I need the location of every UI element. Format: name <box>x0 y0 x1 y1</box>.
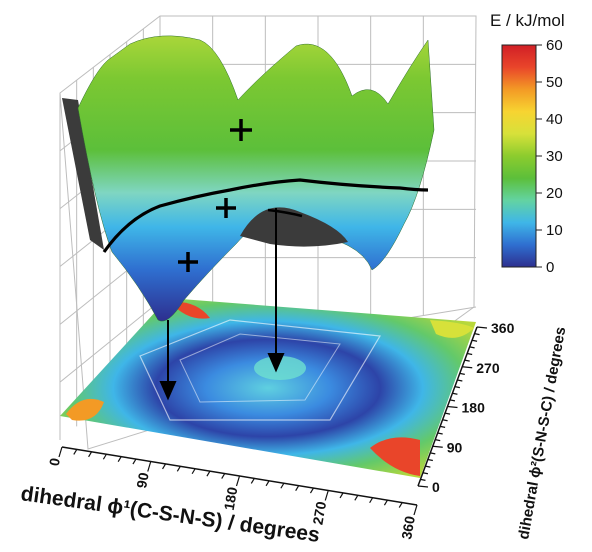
y-tick-label: 360 <box>491 320 515 336</box>
floor-contour <box>139 319 381 421</box>
y-tick-mark <box>420 478 426 481</box>
x-tick-mark <box>176 466 181 472</box>
surface-sheet <box>77 35 435 322</box>
y-tick-mark <box>474 333 480 336</box>
arrowhead <box>267 353 285 373</box>
y-tick-mark <box>462 366 473 369</box>
x-tick-mark <box>235 475 241 487</box>
x-tick-label: 90 <box>133 471 151 489</box>
y-tick-label: 180 <box>462 400 486 416</box>
y-tick-mark <box>440 425 446 428</box>
y-axis-label: dihedral ϕ²(S-N-S-C) / degrees <box>515 326 569 541</box>
x-tick-mark <box>309 487 314 494</box>
floor-contour <box>179 333 341 403</box>
y-tick-mark <box>425 465 431 468</box>
minimum-marker <box>216 198 236 218</box>
x-tick-mark <box>221 473 226 479</box>
minimum-marker <box>230 119 252 141</box>
x-tick-label: 0 <box>46 457 63 468</box>
grid-line <box>59 300 161 383</box>
colorbar-tick-label: 60 <box>546 37 563 54</box>
x-tick-mark <box>191 468 196 475</box>
x-tick-mark <box>147 461 152 472</box>
colorbar-label: E / kJ/mol <box>490 11 565 30</box>
colorbar-tick-label: 50 <box>546 74 563 91</box>
colorbar-tick-label: 0 <box>546 259 554 276</box>
y-tick-label: 0 <box>432 479 440 495</box>
y-tick-mark <box>427 458 433 462</box>
y-tick-mark <box>471 339 478 342</box>
y-tick-mark <box>422 472 429 475</box>
y-tick-mark <box>447 405 458 409</box>
isoenergy-line <box>102 178 429 253</box>
x-tick-mark <box>117 456 122 462</box>
x-tick-mark <box>88 451 93 458</box>
y-tick-mark <box>435 439 441 442</box>
x-tick-mark <box>354 495 359 501</box>
floor-high-region <box>66 398 104 421</box>
y-tick-mark <box>452 392 458 395</box>
y-tick-mark <box>442 419 448 422</box>
y-tick-mark <box>467 352 473 356</box>
y-tick-label: 270 <box>476 360 500 376</box>
surface-underside <box>240 207 348 247</box>
y-tick-mark <box>476 326 488 329</box>
x-tick-label: 180 <box>221 486 241 512</box>
x-tick-label: 360 <box>398 515 418 541</box>
x-tick-label: 270 <box>309 500 329 526</box>
x-tick-mark <box>102 453 107 460</box>
y-tick-mark <box>454 386 460 389</box>
projection-arrows <box>159 208 285 401</box>
colorbar-tick-label: 10 <box>546 222 563 239</box>
x-tick-mark <box>132 458 137 465</box>
x-tick-mark <box>413 504 418 516</box>
x-tick-mark <box>295 485 300 491</box>
floor-high-region <box>430 320 474 338</box>
x-tick-mark <box>324 490 329 501</box>
x-tick-mark <box>369 497 374 504</box>
y-tick-mark <box>417 485 429 488</box>
y-tick-mark <box>449 399 456 402</box>
x-axis: 0 90 180 270 360 <box>46 446 418 541</box>
floor-high-region <box>370 437 420 476</box>
colorbar-tick-label: 30 <box>546 148 563 165</box>
y-tick-mark <box>432 445 443 448</box>
x-tick-mark <box>339 492 344 499</box>
colorbar-tick-label: 20 <box>546 185 563 202</box>
arrowhead <box>159 381 177 401</box>
x-tick-mark <box>398 502 403 508</box>
x-tick-mark <box>250 478 255 484</box>
x-tick-mark <box>73 449 78 455</box>
x-tick-mark <box>383 499 388 506</box>
y-tick-mark <box>437 432 443 435</box>
minima-markers <box>178 119 252 272</box>
floor-central-maximum <box>254 356 306 380</box>
floor-plane <box>60 298 476 478</box>
y-tick-mark <box>457 379 463 382</box>
minimum-marker <box>178 252 198 272</box>
x-tick-mark <box>162 463 167 470</box>
energy-surface <box>62 35 435 322</box>
y-tick-mark <box>469 346 475 349</box>
x-tick-mark <box>280 482 285 489</box>
colorbar-ticks: 0 10 20 30 40 50 60 <box>536 37 563 276</box>
isoenergy-line <box>267 208 303 218</box>
x-tick-mark <box>265 480 270 487</box>
surface-side-wall <box>62 98 104 250</box>
y-tick-mark <box>459 372 465 375</box>
colorbar: E / kJ/mol 0 10 20 30 40 50 60 <box>490 11 565 276</box>
colorbar-tick-label: 40 <box>546 111 563 128</box>
y-tick-mark <box>430 452 436 455</box>
x-tick-mark <box>206 470 211 477</box>
colorbar-bar <box>501 44 537 268</box>
y-tick-mark <box>464 359 470 362</box>
y-axis: 0 90 180 270 360 <box>417 320 515 495</box>
x-axis-label: dihedral ϕ¹(C-S-N-S) / degrees <box>19 482 321 547</box>
x-tick-mark <box>58 446 63 458</box>
floor-contour-map <box>60 298 476 478</box>
y-tick-label: 90 <box>447 439 463 455</box>
y-tick-mark <box>444 412 451 415</box>
